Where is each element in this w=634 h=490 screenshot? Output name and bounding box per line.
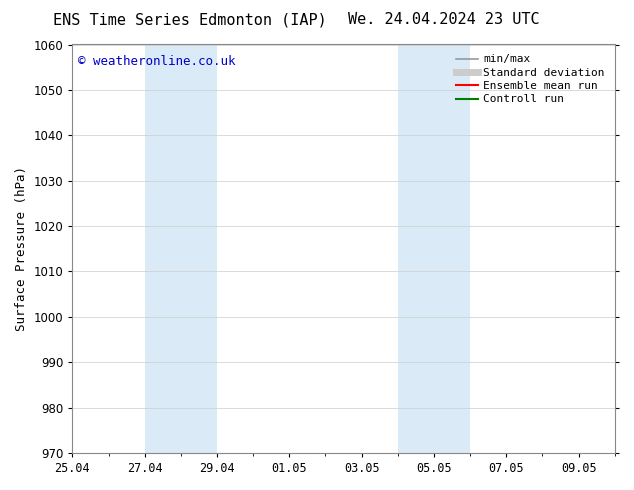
Bar — [398, 45, 470, 453]
Legend: min/max, Standard deviation, Ensemble mean run, Controll run: min/max, Standard deviation, Ensemble me… — [451, 50, 609, 109]
Text: © weatheronline.co.uk: © weatheronline.co.uk — [78, 55, 235, 68]
Text: ENS Time Series Edmonton (IAP): ENS Time Series Edmonton (IAP) — [53, 12, 327, 27]
Y-axis label: Surface Pressure (hPa): Surface Pressure (hPa) — [15, 166, 28, 331]
Bar — [145, 45, 217, 453]
Text: We. 24.04.2024 23 UTC: We. 24.04.2024 23 UTC — [348, 12, 540, 27]
